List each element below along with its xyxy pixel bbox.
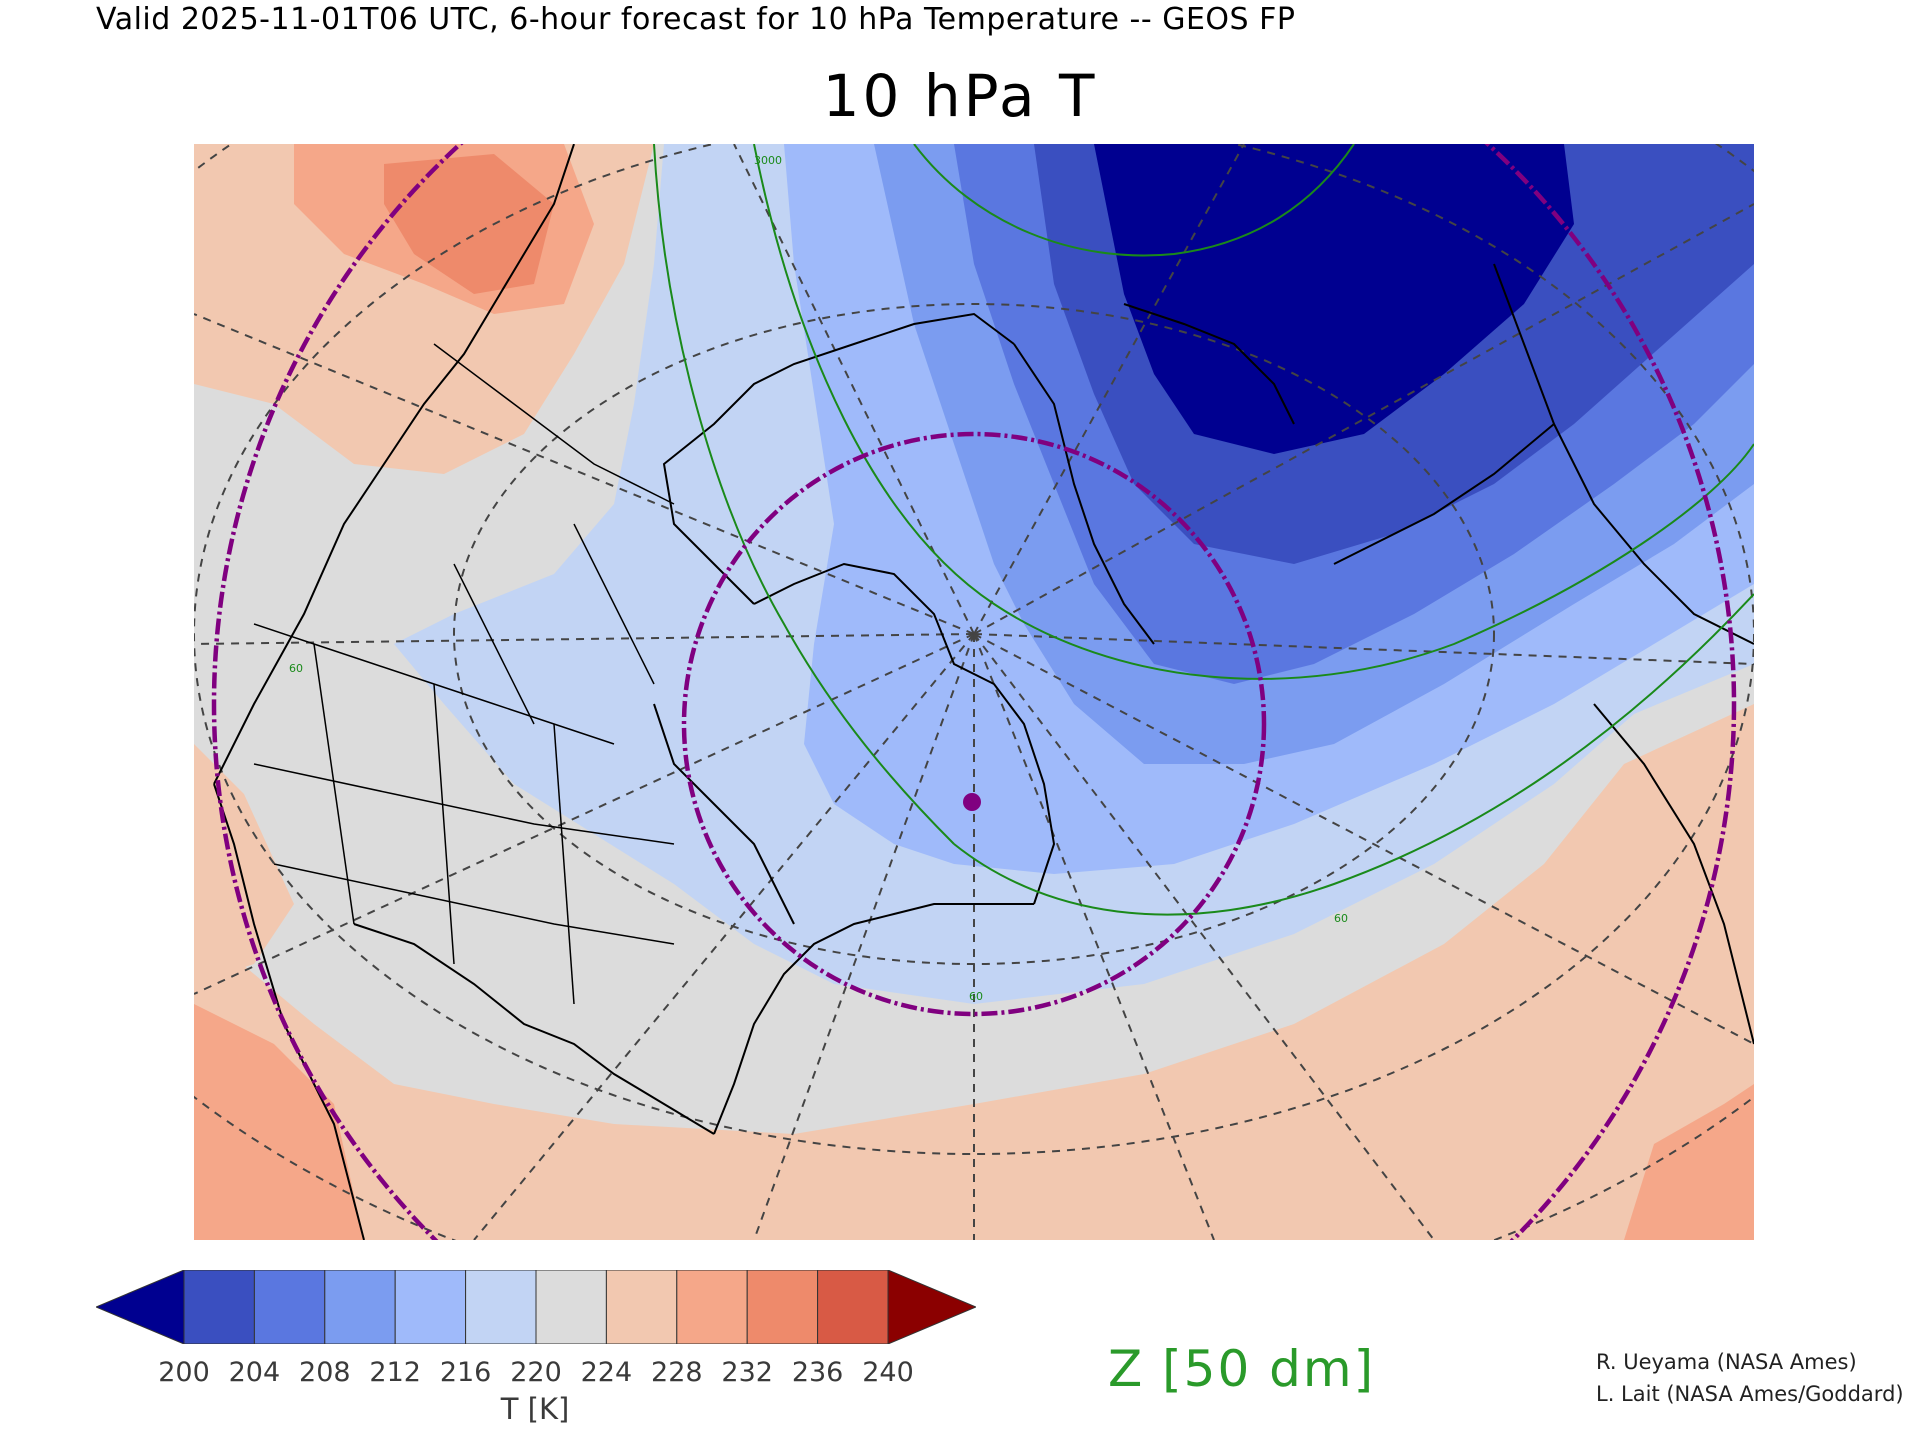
warm-band-south-dense <box>194 744 294 984</box>
contour-labels: 3000 60 60 60 <box>289 154 1348 1003</box>
colorbar-tick-label: 208 <box>299 1357 351 1388</box>
graticule <box>194 144 1754 1240</box>
colorbar-bin <box>183 1270 255 1344</box>
map-canvas: 3000 60 60 60 <box>194 144 1754 1240</box>
political-borders <box>253 343 675 1005</box>
colorbar-bin <box>676 1270 748 1344</box>
contour-label: 60 <box>289 662 303 675</box>
colorbar-bin <box>605 1270 678 1344</box>
colorbar-bin <box>817 1270 889 1344</box>
warm-band-nw-236 <box>384 154 554 294</box>
credit-line-2: L. Lait (NASA Ames/Goddard) <box>1596 1382 1904 1406</box>
colorbar-bin <box>746 1270 819 1344</box>
colorbar-bin <box>324 1270 396 1344</box>
colorbar-bin <box>465 1270 537 1344</box>
colorbar-tick-label: 224 <box>580 1357 633 1388</box>
temperature-map: 3000 60 60 60 <box>194 144 1754 1240</box>
colorbar-tick-label: 228 <box>651 1357 703 1388</box>
colorbar-bin <box>394 1270 467 1344</box>
colorbar-under-arrow <box>96 1270 185 1344</box>
colorbar-over-arrow <box>887 1270 976 1344</box>
center-point-marker <box>963 793 981 811</box>
colorbar-tick-label: 216 <box>439 1357 492 1388</box>
colorbar-bin <box>253 1270 326 1344</box>
forecast-valid-header: Valid 2025-11-01T06 UTC, 6-hour forecast… <box>96 2 1296 37</box>
contour-label: 60 <box>969 990 983 1003</box>
colorbar-tick-label: 236 <box>791 1357 844 1388</box>
colorbar-tick-label: 204 <box>228 1357 281 1388</box>
temperature-colorbar <box>96 1270 976 1344</box>
vortex-edge-contours <box>211 144 1737 1240</box>
height-contours <box>653 144 1754 916</box>
contour-label: 60 <box>1334 912 1348 925</box>
colorbar-tick-label: 220 <box>510 1357 562 1388</box>
colorbar-tick-label: 200 <box>158 1357 210 1388</box>
credit-line-1: R. Ueyama (NASA Ames) <box>1596 1350 1857 1374</box>
colorbar-tick-label: 240 <box>862 1357 914 1388</box>
contour-label: 3000 <box>754 154 782 167</box>
colorbar-tick-label: 212 <box>369 1357 421 1388</box>
warm-band-south-228 <box>194 704 1754 1240</box>
colorbar-bin <box>535 1270 607 1344</box>
coastlines <box>213 144 1754 1240</box>
colorbar-bins <box>183 1270 889 1344</box>
warm-band-sw-232 <box>194 1004 364 1240</box>
colorbar-tick-label: 232 <box>721 1357 773 1388</box>
warm-band-se-232 <box>1624 1084 1754 1240</box>
plot-title: 10 hPa T <box>822 62 1098 130</box>
cold-core-below-200 <box>1094 144 1574 454</box>
contour-legend-label: Z [50 dm] <box>1108 1340 1376 1398</box>
colorbar-label: T [K] <box>500 1392 570 1426</box>
